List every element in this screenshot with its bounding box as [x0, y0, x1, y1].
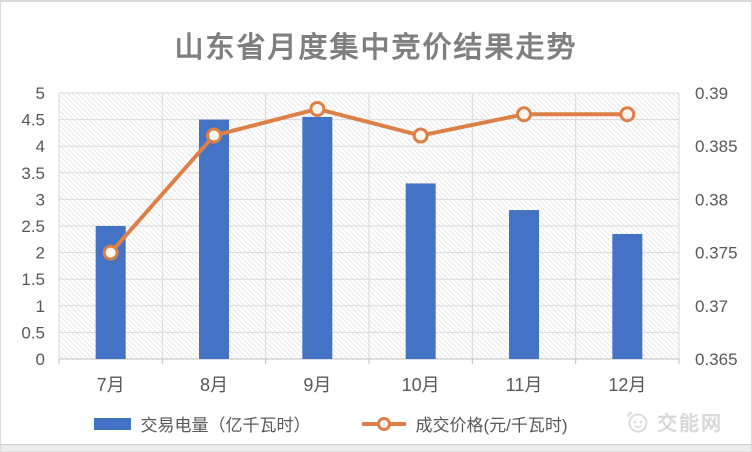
bar-12月 [612, 233, 643, 359]
left-axis-tick-label: 4.5 [21, 111, 45, 130]
left-axis-tick-label: 2 [36, 244, 45, 263]
right-axis-tick-label: 0.385 [695, 137, 738, 156]
watermark: 交能网 [623, 407, 723, 436]
chart-title: 山东省月度集中竞价结果走势 [174, 32, 578, 64]
legend-label-volume: 交易电量（亿千瓦时） [140, 416, 311, 435]
bottom-border [1, 444, 751, 451]
x-axis-label: 7月 [97, 375, 125, 395]
right-axis-tick-label: 0.38 [695, 190, 728, 209]
price-marker-8月 [206, 127, 222, 144]
price-line [108, 106, 630, 255]
chart-legend: 交易电量（亿千瓦时） 成交价格(元/千瓦时) [31, 411, 631, 436]
right-axis-tick-label: 0.365 [695, 350, 738, 369]
right-axis-tick-label: 0.39 [695, 84, 728, 103]
left-axis-tick-label: 5 [36, 84, 45, 103]
legend-item-volume: 交易电量（亿千瓦时） [94, 411, 310, 436]
left-axis-tick-label: 4 [36, 137, 45, 156]
right-axis-tick-label: 0.375 [695, 244, 738, 263]
x-axis-label: 8月 [200, 375, 228, 395]
left-axis-tick-label: 1 [36, 297, 45, 316]
left-axis-tick-label: 3.5 [21, 164, 45, 183]
left-axis-tick-label: 2.5 [21, 217, 45, 236]
left-axis-tick-label: 0.5 [21, 323, 45, 342]
x-axis-label: 10月 [402, 375, 440, 395]
bar-10月 [405, 183, 436, 359]
x-axis-label: 12月 [608, 375, 646, 395]
legend-item-price: 成交价格(元/千瓦时) [362, 411, 568, 436]
left-axis-tick-label: 3 [36, 190, 45, 209]
bar-9月 [302, 116, 333, 359]
price-marker-9月 [309, 100, 326, 117]
left-axis-tick-label: 1.5 [21, 270, 45, 289]
line-series-swatch [362, 416, 407, 432]
legend-label-price: 成交价格(元/千瓦时) [415, 416, 568, 435]
left-axis-tick-label: 0 [36, 350, 45, 369]
right-axis-tick-label: 0.37 [695, 297, 728, 316]
price-marker-7月 [102, 244, 119, 261]
price-marker-11月 [516, 106, 532, 123]
jiaoneng-logo-icon [623, 409, 651, 435]
bar-series-swatch [94, 417, 132, 430]
x-axis-label: 9月 [303, 375, 331, 395]
x-axis-label: 11月 [506, 375, 543, 395]
price-marker-12月 [619, 106, 636, 123]
bar-8月 [199, 119, 229, 359]
price-marker-10月 [412, 127, 429, 144]
bar-11月 [509, 210, 539, 359]
watermark-text: 交能网 [657, 413, 723, 435]
